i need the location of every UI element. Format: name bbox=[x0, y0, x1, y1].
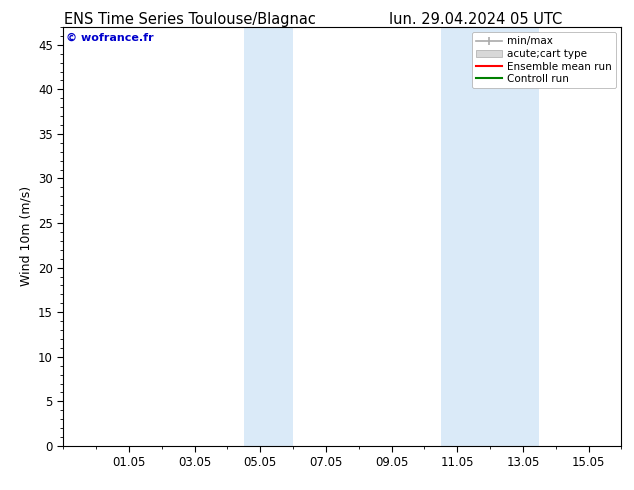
Bar bbox=[244, 27, 293, 446]
Text: © wofrance.fr: © wofrance.fr bbox=[66, 33, 154, 43]
Text: lun. 29.04.2024 05 UTC: lun. 29.04.2024 05 UTC bbox=[389, 12, 562, 27]
Y-axis label: Wind 10m (m/s): Wind 10m (m/s) bbox=[20, 186, 32, 287]
Text: ENS Time Series Toulouse/Blagnac: ENS Time Series Toulouse/Blagnac bbox=[64, 12, 316, 27]
Bar bbox=[441, 27, 490, 446]
Legend: min/max, acute;cart type, Ensemble mean run, Controll run: min/max, acute;cart type, Ensemble mean … bbox=[472, 32, 616, 88]
Bar bbox=[490, 27, 540, 446]
